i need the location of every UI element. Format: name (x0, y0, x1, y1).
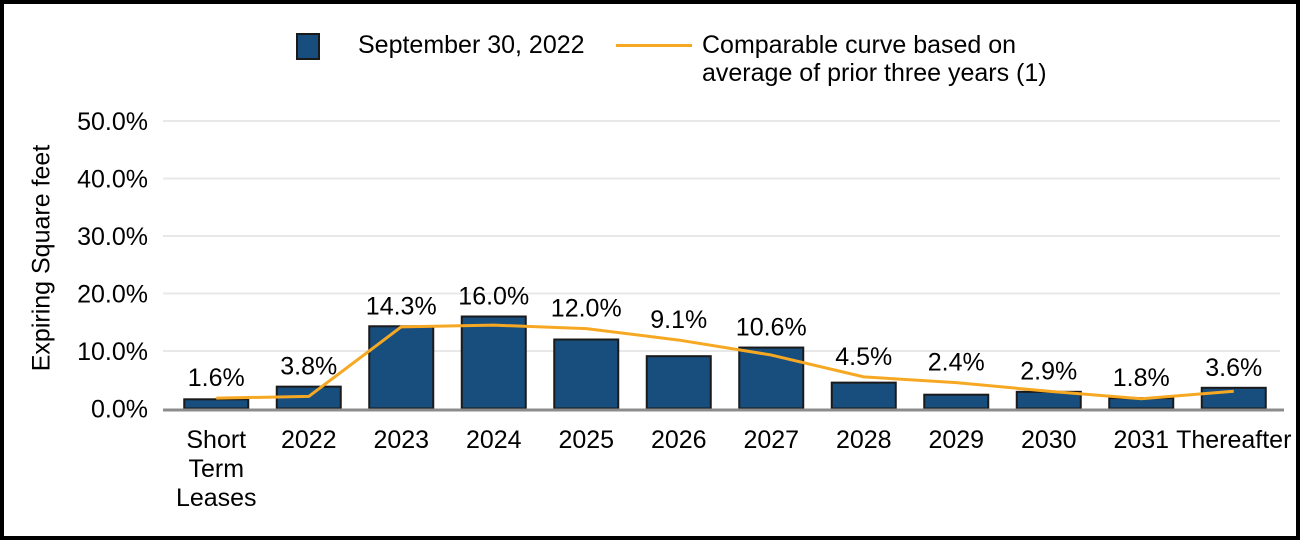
y-tick-label: 20.0% (77, 281, 148, 309)
x-category-label: 2023 (373, 426, 429, 454)
line-series-swatch-icon (616, 44, 692, 47)
bar-value-label: 3.6% (1205, 354, 1262, 382)
legend-line-series-label: Comparable curve based on average of pri… (702, 31, 1047, 87)
x-category-label: 2029 (928, 426, 984, 454)
bar-2029 (923, 393, 990, 410)
x-category-label: 2028 (836, 426, 892, 454)
bar-short-term-leases (183, 398, 250, 410)
x-category-label: 2031 (1113, 426, 1169, 454)
y-tick-label: 0.0% (91, 396, 148, 424)
x-category-label: 2024 (466, 426, 522, 454)
y-tick-label: 30.0% (77, 223, 148, 251)
bar-value-label: 10.6% (736, 314, 807, 342)
x-category-label: 2027 (743, 426, 799, 454)
x-category-label: Short Term Leases (176, 426, 257, 512)
y-tick-label: 50.0% (77, 108, 148, 136)
legend-bar-series-label: September 30, 2022 (358, 31, 585, 59)
bar-2028 (830, 381, 897, 410)
comparable-curve-line (216, 323, 1234, 401)
legend-item-line-series: Comparable curve based on average of pri… (616, 31, 1052, 87)
bar-value-label: 16.0% (458, 283, 529, 311)
bar-value-label: 12.0% (551, 295, 622, 323)
bar-value-label: 2.9% (1020, 357, 1077, 385)
bar-2023 (368, 325, 435, 410)
bar-2027 (738, 346, 805, 410)
bar-value-label: 9.1% (650, 306, 707, 334)
y-axis-title: Expiring Square feet (27, 144, 56, 372)
bar-series-swatch-icon (296, 33, 320, 60)
bar-2024 (460, 315, 527, 410)
x-category-label: 2022 (281, 426, 337, 454)
bar-value-label: 1.6% (188, 364, 245, 392)
bar-value-label: 1.8% (1113, 364, 1170, 392)
x-category-label: Thereafter (1176, 426, 1291, 454)
bar-value-label: 2.4% (928, 349, 985, 377)
bar-value-label: 3.8% (280, 353, 337, 381)
legend-item-bar-series: September 30, 2022 (296, 31, 585, 60)
bar-value-label: 4.5% (835, 343, 892, 371)
x-category-label: 2026 (651, 426, 707, 454)
y-tick-label: 10.0% (77, 338, 148, 366)
bar-2026 (645, 355, 712, 410)
bar-2025 (553, 338, 620, 410)
bar-value-label: 14.3% (366, 292, 437, 320)
x-category-label: 2025 (558, 426, 614, 454)
y-tick-label: 40.0% (77, 166, 148, 194)
bar-thereafter (1200, 386, 1267, 410)
x-category-label: 2030 (1021, 426, 1077, 454)
